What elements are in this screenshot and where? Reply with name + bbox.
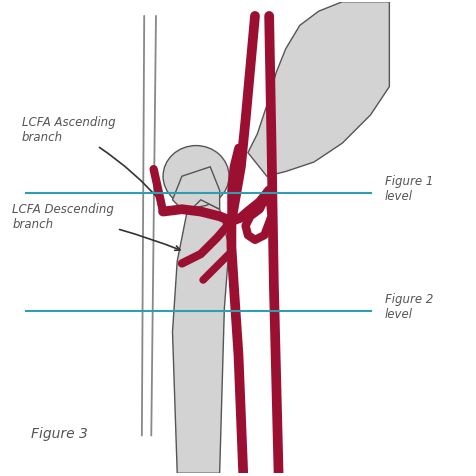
Text: LCFA Ascending
branch: LCFA Ascending branch (21, 116, 162, 204)
Text: Figure 1
level: Figure 1 level (384, 175, 432, 203)
Text: LCFA Descending
branch: LCFA Descending branch (12, 203, 179, 251)
Ellipse shape (163, 146, 228, 208)
Polygon shape (172, 200, 228, 473)
Text: Figure 3: Figure 3 (31, 426, 88, 440)
Text: Figure 2
level: Figure 2 level (384, 292, 432, 320)
Polygon shape (172, 168, 219, 215)
Polygon shape (248, 3, 388, 177)
